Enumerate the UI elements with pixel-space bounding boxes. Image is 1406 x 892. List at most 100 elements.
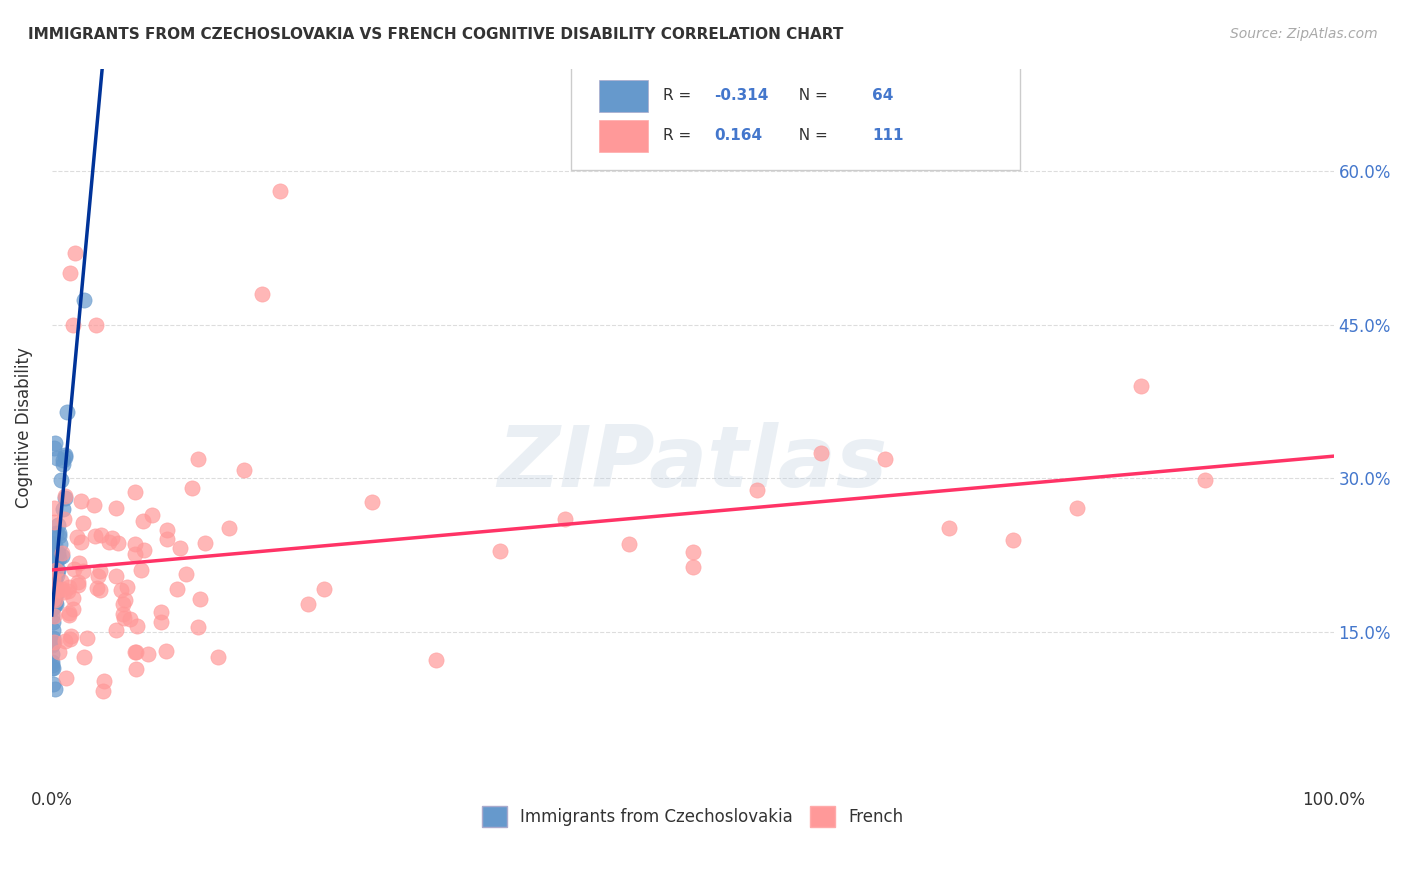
Point	[41, 588, 63, 602]
Point	[41, 638, 63, 652]
Point	[98, 535, 121, 549]
Point	[93, 673, 115, 688]
Text: N =: N =	[789, 128, 832, 144]
Point	[132, 542, 155, 557]
Point	[45, 565, 67, 579]
Point	[65, 530, 87, 544]
Point	[489, 544, 512, 558]
Point	[73, 293, 96, 307]
Point	[46, 582, 69, 596]
Point	[42, 593, 65, 607]
Point	[42, 677, 65, 691]
Point	[218, 521, 240, 535]
Point	[42, 537, 65, 551]
Point	[48, 550, 70, 565]
Point	[107, 536, 129, 550]
Legend: Immigrants from Czechoslovakia, French: Immigrants from Czechoslovakia, French	[474, 797, 911, 835]
Point	[41, 661, 63, 675]
Point	[180, 481, 202, 495]
Point	[58, 608, 80, 623]
Point	[114, 592, 136, 607]
Point	[127, 619, 149, 633]
Point	[89, 583, 111, 598]
Point	[41, 636, 63, 650]
Point	[70, 493, 93, 508]
Point	[67, 556, 90, 570]
Text: Source: ZipAtlas.com: Source: ZipAtlas.com	[1230, 27, 1378, 41]
Point	[124, 485, 146, 500]
Y-axis label: Cognitive Disability: Cognitive Disability	[15, 347, 32, 508]
Point	[42, 441, 65, 455]
Point	[297, 597, 319, 611]
Point	[312, 582, 335, 596]
Point	[83, 529, 105, 543]
Point	[124, 537, 146, 551]
Bar	[599, 80, 648, 112]
Point	[42, 615, 65, 629]
Point	[41, 602, 63, 616]
Point	[62, 318, 84, 332]
Point	[110, 582, 132, 597]
Point	[617, 537, 640, 551]
Point	[207, 649, 229, 664]
Point	[51, 549, 73, 564]
Point	[41, 564, 63, 578]
Point	[186, 452, 208, 467]
Point	[105, 623, 128, 637]
Point	[44, 538, 66, 552]
Point	[45, 525, 67, 540]
Point	[41, 656, 63, 670]
Point	[45, 582, 67, 597]
Point	[44, 599, 66, 614]
Point	[73, 650, 96, 665]
Point	[58, 583, 80, 598]
Point	[44, 635, 66, 649]
Point	[44, 591, 66, 605]
Text: R =: R =	[664, 88, 696, 103]
Point	[938, 521, 960, 535]
Point	[156, 524, 179, 538]
Point	[46, 563, 69, 577]
Point	[67, 575, 90, 590]
Point	[44, 596, 66, 610]
Point	[745, 483, 768, 498]
Point	[873, 451, 896, 466]
Point	[112, 607, 135, 621]
Point	[59, 267, 82, 281]
Point	[44, 564, 66, 578]
Point	[112, 611, 135, 625]
Point	[51, 574, 73, 588]
Point	[44, 566, 66, 581]
Point	[188, 591, 211, 606]
Point	[111, 597, 134, 611]
Point	[101, 532, 124, 546]
Point	[41, 580, 63, 594]
Point	[53, 491, 76, 506]
Point	[44, 682, 66, 697]
Point	[45, 450, 67, 465]
Text: IMMIGRANTS FROM CZECHOSLOVAKIA VS FRENCH COGNITIVE DISABILITY CORRELATION CHART: IMMIGRANTS FROM CZECHOSLOVAKIA VS FRENCH…	[28, 27, 844, 42]
Point	[41, 571, 63, 585]
Point	[810, 445, 832, 459]
Point	[187, 620, 209, 634]
Point	[44, 593, 66, 607]
Point	[124, 645, 146, 659]
Point	[194, 536, 217, 550]
Point	[42, 536, 65, 550]
Point	[425, 653, 447, 667]
Point	[53, 511, 76, 525]
Point	[105, 501, 128, 516]
Point	[156, 533, 179, 547]
Point	[44, 573, 66, 587]
Bar	[599, 120, 648, 152]
Point	[44, 435, 66, 450]
Point	[52, 457, 75, 471]
Point	[84, 318, 107, 332]
Point	[269, 185, 291, 199]
Point	[76, 632, 98, 646]
Point	[44, 608, 66, 623]
Point	[58, 632, 80, 647]
Point	[91, 684, 114, 698]
Point	[44, 516, 66, 530]
Point	[58, 606, 80, 620]
